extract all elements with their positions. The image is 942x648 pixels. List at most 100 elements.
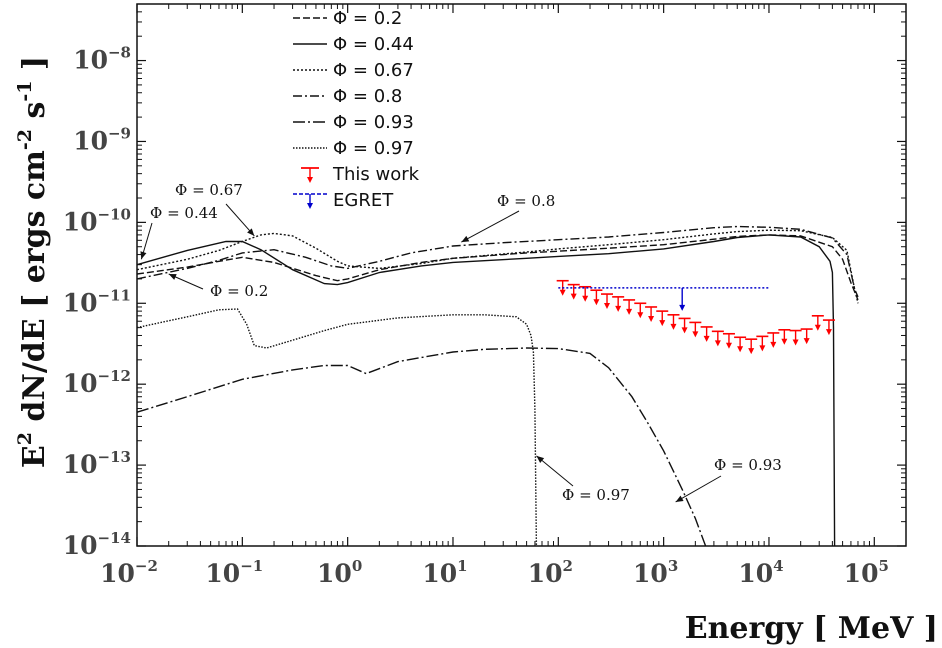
y-tick-label: 10−14: [63, 529, 131, 560]
upper-limit-arrowhead: [759, 345, 766, 352]
annotation-label: Φ = 0.97: [562, 486, 630, 504]
upper-limit-arrowhead: [659, 320, 666, 327]
annotation-label: Φ = 0.67: [175, 181, 243, 199]
legend-label: Φ = 0.2: [333, 8, 402, 29]
series-line: [136, 234, 859, 301]
upper-limit-marker: [634, 302, 647, 319]
annotation-arrow: [675, 475, 722, 503]
upper-limit-arrowhead: [703, 335, 710, 342]
annotation-arrowhead: [536, 455, 545, 463]
annotation-label: Φ = 0.44: [150, 204, 218, 222]
upper-limit-marker: [645, 306, 658, 322]
series-line: [136, 229, 859, 304]
upper-limit-arrowhead: [792, 339, 799, 346]
upper-limit-arrowhead: [725, 342, 732, 349]
x-tick-label: 101: [422, 557, 467, 588]
x-tick-label: 104: [738, 557, 783, 588]
upper-limit-marker: [556, 279, 569, 296]
annotations-layer: Φ = 0.67 Φ = 0.44 Φ = 0.2 Φ = 0.8 Φ = 0.97 Φ …: [140, 181, 782, 504]
legend-label: EGRET: [333, 190, 394, 211]
upper-limit-arrowhead: [748, 348, 755, 355]
upper-limit-arrowhead: [814, 324, 821, 331]
upper-limit-marker: [822, 319, 835, 336]
upper-limit-marker: [623, 299, 636, 315]
upper-limit-marker: [678, 317, 691, 334]
x-tick-label: 10−2: [100, 557, 158, 588]
annotation-arrowhead: [140, 251, 147, 260]
x-tick-label: 10−1: [205, 557, 263, 588]
legend-limit-arrowhead: [307, 177, 313, 183]
upper-limit-arrowhead: [559, 289, 566, 296]
upper-limit-arrowhead: [593, 299, 600, 306]
y-tick-label: 10−8: [73, 44, 131, 75]
series-line: [136, 225, 859, 298]
axis-ticks: 10−2 10−1 100 101 102 103 104 105 10−14 10−13 10−1…: [63, 3, 907, 588]
legend-label: Φ = 0.97: [333, 138, 414, 159]
annotation-arrowhead: [461, 235, 470, 243]
upper-limit-marker: [767, 332, 780, 348]
upper-limit-arrowhead: [626, 308, 633, 315]
legend-label: Φ = 0.8: [333, 86, 402, 107]
series-line: [136, 234, 836, 547]
upper-limit-marker: [601, 293, 614, 310]
upper-limit-arrowhead: [803, 338, 810, 345]
upper-limit-marker: [667, 314, 680, 330]
y-tick-label: 10−13: [63, 448, 131, 479]
y-tick-label: 10−9: [73, 124, 131, 155]
x-tick-label: 103: [633, 557, 678, 588]
upper-limit-arrowhead: [714, 340, 721, 347]
legend-label: This work: [332, 164, 420, 185]
upper-limit-marker: [711, 330, 724, 347]
upper-limit-marker: [756, 335, 769, 352]
upper-limit-marker: [800, 328, 813, 345]
upper-limit-arrowhead: [570, 293, 577, 300]
upper-limit-arrowhead: [582, 295, 589, 302]
x-tick-label: 105: [844, 557, 889, 588]
upper-limit-marker: [745, 338, 758, 355]
y-axis-title: E2 dN/dE [ ergs cm-2 s-1 ]: [14, 56, 52, 468]
upper-limit-arrowhead: [670, 323, 677, 330]
y-tick-label: 10−11: [63, 286, 131, 317]
series-layer: [136, 225, 859, 547]
upper-limit-marker: [778, 329, 791, 345]
annotation-label: Φ = 0.2: [210, 282, 268, 300]
upper-limits-layer: [556, 279, 835, 355]
x-tick-label: 102: [528, 557, 573, 588]
upper-limit-marker: [579, 285, 592, 302]
upper-limit-arrowhead: [825, 329, 832, 336]
series-line: [136, 347, 707, 547]
upper-limit-arrowhead: [604, 303, 611, 310]
upper-limit-marker: [700, 326, 713, 342]
egret-arrowhead: [679, 304, 686, 311]
annotation-arrowhead: [247, 228, 255, 236]
annotation-arrow: [536, 455, 574, 487]
series-line: [136, 308, 538, 547]
upper-limit-marker: [612, 296, 625, 312]
upper-limit-arrowhead: [692, 331, 699, 338]
upper-limit-arrowhead: [637, 312, 644, 319]
upper-limit-marker: [811, 315, 824, 331]
legend-label: Φ = 0.93: [333, 112, 414, 133]
plot-area: [136, 3, 907, 547]
y-tick-label: 10−10: [63, 205, 131, 236]
axis-labels: Energy [ MeV ] E2 dN/dE [ ergs cm-2 s-1 ]: [14, 56, 938, 646]
upper-limit-arrowhead: [770, 341, 777, 348]
x-axis-title: Energy [ MeV ]: [685, 611, 938, 646]
upper-limit-arrowhead: [681, 327, 688, 334]
annotation-arrowhead: [168, 274, 177, 280]
upper-limit-marker: [722, 332, 735, 349]
upper-limit-marker: [590, 289, 603, 306]
annotation-label: Φ = 0.8: [497, 192, 555, 210]
annotation-label: Φ = 0.93: [714, 456, 782, 474]
legend-label: Φ = 0.67: [333, 60, 414, 81]
legend-egret-arrowhead: [307, 203, 313, 209]
plot-frame: [136, 3, 907, 547]
upper-limit-arrowhead: [781, 338, 788, 345]
legend-label: Φ = 0.44: [333, 34, 414, 55]
annotation-arrowhead: [675, 495, 684, 502]
y-tick-label: 10−12: [63, 367, 131, 398]
upper-limit-marker: [567, 283, 580, 300]
upper-limit-marker: [656, 310, 669, 327]
upper-limit-arrowhead: [737, 346, 744, 353]
